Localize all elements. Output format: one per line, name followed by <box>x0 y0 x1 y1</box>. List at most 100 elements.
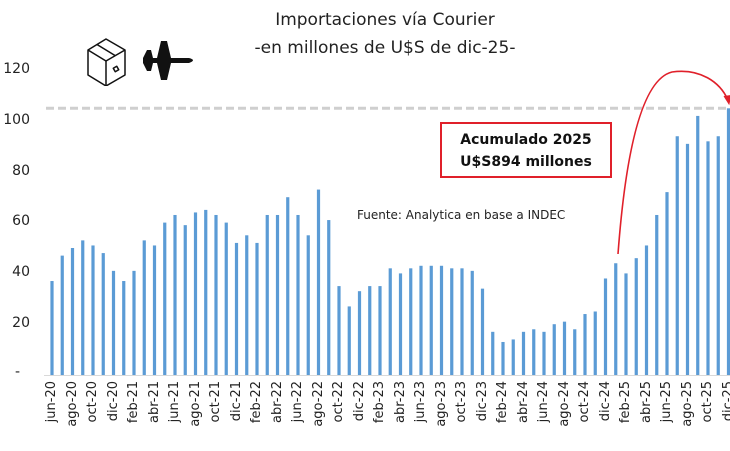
bar-ene-21 <box>122 281 126 375</box>
bar-mar-23 <box>388 268 392 375</box>
bar-sep-22 <box>327 220 331 375</box>
chart-subtitle: -en millones de U$S de dic-25- <box>254 38 516 58</box>
x-tick-label: dic-21 <box>228 381 244 422</box>
chart-title: Importaciones vía Courier <box>275 10 495 30</box>
x-tick-label: dic-23 <box>474 381 490 422</box>
bar-ago-21 <box>193 212 198 375</box>
bar-ene-24 <box>491 331 495 375</box>
bar-jun-20 <box>50 281 54 375</box>
bar-jul-21 <box>183 225 187 375</box>
x-tick-label: dic-22 <box>351 381 367 422</box>
bar-jul-25 <box>675 136 679 375</box>
x-tick-label: abr-23 <box>392 381 408 423</box>
x-tick-label: abr-21 <box>146 381 162 423</box>
x-tick-label: jun-23 <box>413 381 428 423</box>
bar-ago-22 <box>316 189 321 375</box>
x-tick-label: feb-24 <box>495 381 510 424</box>
bar-may-21 <box>163 222 167 375</box>
x-tick-label: ago-22 <box>310 381 326 427</box>
x-tick-label: feb-21 <box>126 381 141 424</box>
bar-abr-22 <box>275 214 280 375</box>
bar-mar-24 <box>511 339 515 375</box>
bar-may-25 <box>655 214 659 375</box>
bar-nov-24 <box>593 311 597 375</box>
y-tick-label: 120 <box>3 61 30 77</box>
bar-abr-21 <box>152 245 157 375</box>
header-icons <box>87 38 193 86</box>
bars-group <box>50 108 730 376</box>
bar-ago-20 <box>70 248 75 375</box>
bar-feb-25 <box>624 273 628 375</box>
accumulated-2025-box: Acumulado 2025 U$S894 millones <box>440 122 612 178</box>
x-tick-label: ago-20 <box>64 381 80 427</box>
x-tick-label: oct-25 <box>700 381 715 423</box>
bar-jul-24 <box>552 324 556 375</box>
bar-oct-21 <box>214 214 218 375</box>
bar-ene-22 <box>245 235 249 375</box>
bar-sep-20 <box>81 240 85 375</box>
bar-ene-25 <box>614 263 618 375</box>
bar-feb-22 <box>255 242 259 375</box>
x-tick-label: abr-24 <box>515 381 531 423</box>
x-tick-label: ago-25 <box>679 381 695 427</box>
arrow-head-icon <box>723 95 730 106</box>
bar-mar-21 <box>142 240 146 375</box>
bar-oct-20 <box>91 245 95 375</box>
bar-dic-20 <box>111 270 116 375</box>
x-tick-label: oct-23 <box>454 381 469 423</box>
x-tick-label: oct-24 <box>577 381 592 423</box>
x-tick-label: feb-25 <box>618 381 633 424</box>
bar-nov-25 <box>716 136 720 375</box>
bar-feb-24 <box>501 341 505 375</box>
x-tick-label: jun-20 <box>44 381 59 423</box>
x-tick-label: ago-23 <box>433 381 449 427</box>
x-tick-label: oct-22 <box>331 381 346 423</box>
bar-feb-21 <box>132 270 136 375</box>
bar-nov-23 <box>470 270 474 375</box>
airplane-icon <box>143 41 193 80</box>
x-tick-label: oct-20 <box>85 381 100 423</box>
x-tick-label: ago-24 <box>556 381 572 427</box>
accumulated-label: Acumulado 2025 <box>460 132 592 148</box>
x-tick-label: ago-21 <box>187 381 203 427</box>
y-tick-label-zero: - <box>14 364 20 380</box>
bar-sep-24 <box>573 329 577 375</box>
bar-feb-23 <box>378 286 382 375</box>
bar-jun-25 <box>665 192 669 375</box>
bar-abr-23 <box>398 273 403 375</box>
y-tick-label: 20 <box>12 315 30 331</box>
package-box-icon <box>87 38 126 86</box>
bar-nov-20 <box>101 253 105 375</box>
bar-jun-21 <box>173 214 177 375</box>
bar-sep-25 <box>696 115 700 376</box>
x-tick-label: feb-22 <box>249 381 264 424</box>
x-tick-label: abr-25 <box>638 381 654 423</box>
bar-oct-25 <box>706 141 710 375</box>
bar-sep-21 <box>204 209 208 375</box>
bar-ago-23 <box>439 265 444 375</box>
x-tick-label: jun-25 <box>659 381 674 423</box>
bar-mar-25 <box>634 258 638 375</box>
bar-abr-25 <box>644 245 649 375</box>
bar-sep-23 <box>450 268 454 375</box>
bar-dic-23 <box>480 288 485 375</box>
red-arrow <box>617 70 729 255</box>
y-tick-label: 40 <box>12 264 30 280</box>
bar-may-23 <box>409 268 413 375</box>
bar-jun-24 <box>542 331 546 375</box>
bar-nov-21 <box>224 222 228 375</box>
y-tick-label: 80 <box>12 163 30 179</box>
bar-jul-23 <box>429 265 433 375</box>
bar-may-24 <box>532 329 536 375</box>
x-tick-label: dic-25 <box>720 381 730 422</box>
x-tick-label: abr-22 <box>269 381 285 423</box>
bar-dic-21 <box>234 242 239 375</box>
bar-oct-22 <box>337 286 341 375</box>
x-tick-label: oct-21 <box>208 381 223 423</box>
bar-ago-24 <box>562 321 567 375</box>
bar-jul-20 <box>60 255 64 375</box>
y-tick-label: 100 <box>3 112 30 128</box>
x-tick-label: dic-20 <box>105 381 121 422</box>
bar-oct-24 <box>583 314 587 375</box>
